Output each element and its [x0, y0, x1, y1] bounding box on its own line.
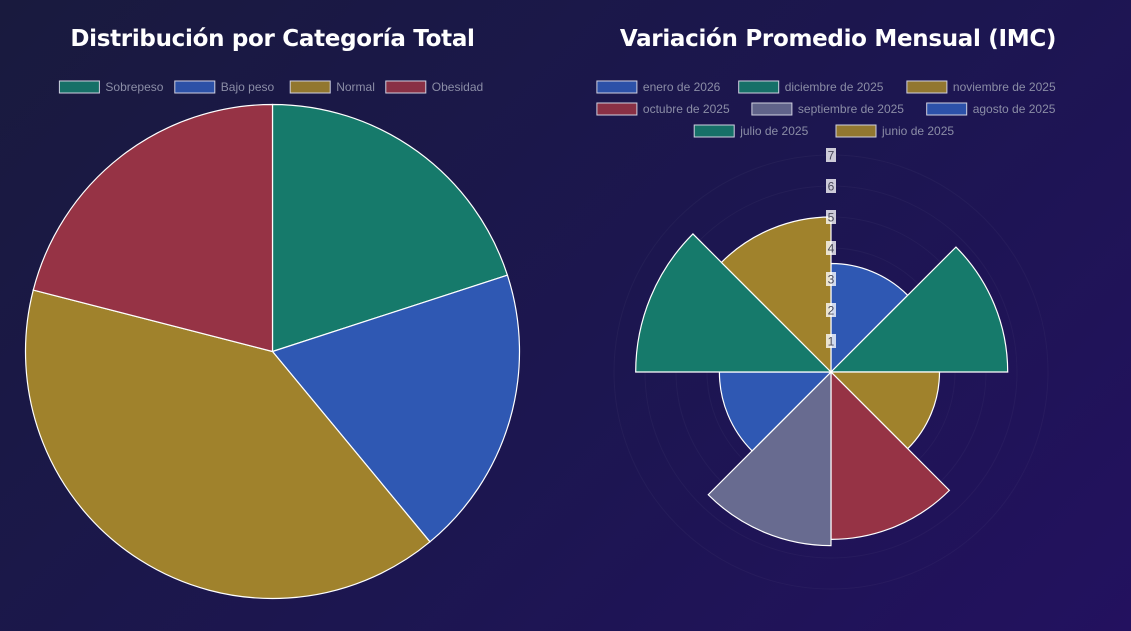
legend-label: agosto de 2025	[973, 102, 1056, 116]
legend-swatch	[58, 80, 100, 94]
legend-label: enero de 2026	[643, 80, 721, 94]
polar-sector-junio-de-2025	[720, 216, 832, 374]
legend-item-pie-bajo-peso: Bajo peso	[174, 80, 275, 94]
tick-label-3: 3	[828, 273, 835, 287]
legend-label: Sobrepeso	[105, 80, 163, 94]
legend-label: octubre de 2025	[643, 102, 730, 116]
legend-item-pie-sobrepeso: Sobrepeso	[58, 80, 164, 94]
legend-swatch	[385, 80, 427, 94]
pie-slice-obesidad	[32, 103, 274, 353]
tick-label-bg-3	[826, 272, 836, 286]
legend-item-polar-diciembre-de-2025: diciembre de 2025	[738, 80, 884, 94]
legend-label: junio de 2025	[881, 124, 954, 138]
polar-sector-agosto-de-2025	[718, 371, 833, 452]
polar-chart-title: Variación Promedio Mensual (IMC)	[619, 26, 1057, 52]
tick-label-5: 5	[828, 211, 835, 225]
legend-swatch	[289, 80, 331, 94]
legend-swatch	[596, 102, 638, 116]
pie-slice-sobrepeso	[271, 103, 509, 353]
monthly-variation-panel: Variación Promedio Mensual (IMC) enero d…	[545, 0, 1131, 631]
legend-label: diciembre de 2025	[785, 80, 884, 94]
legend-label: noviembre de 2025	[953, 80, 1056, 94]
tick-label-bg-7	[826, 148, 836, 162]
pie-slice-normal	[24, 289, 431, 600]
pie-chart: Sobrepeso Bajo peso Normal Obesidad	[24, 80, 521, 600]
tick-label-6: 6	[828, 180, 835, 194]
legend-label: julio de 2025	[739, 124, 808, 138]
legend-label: septiembre de 2025	[798, 102, 904, 116]
legend-swatch	[906, 80, 948, 94]
legend-label: Bajo peso	[221, 80, 275, 94]
legend-item-polar-noviembre-de-2025: noviembre de 2025	[906, 80, 1056, 94]
pie-slice-bajo-peso	[271, 274, 521, 543]
legend-item-pie-normal: Normal	[289, 80, 375, 94]
legend-item-polar-septiembre-de-2025: septiembre de 2025	[751, 102, 904, 116]
tick-label-bg-4	[826, 241, 836, 255]
legend-swatch	[751, 102, 793, 116]
legend-swatch	[835, 124, 877, 138]
tick-label-bg-1	[826, 334, 836, 348]
legend-swatch	[174, 80, 216, 94]
legend-item-polar-julio-de-2025: julio de 2025	[693, 124, 809, 138]
legend-item-polar-octubre-de-2025: octubre de 2025	[596, 102, 730, 116]
polar-sector-julio-de-2025	[635, 233, 833, 373]
tick-label-bg-6	[826, 179, 836, 193]
polar-sector-octubre-de-2025	[830, 370, 951, 541]
legend-label: Normal	[336, 80, 375, 94]
legend-swatch	[596, 80, 638, 94]
polar-area-chart: enero de 2026 diciembre de 2025 noviembre …	[596, 80, 1056, 547]
tick-label-2: 2	[828, 304, 835, 318]
legend-item-pie-obesidad: Obesidad	[385, 80, 483, 94]
legend-swatch	[693, 124, 735, 138]
legend-swatch	[926, 102, 968, 116]
legend-item-polar-junio-de-2025: junio de 2025	[835, 124, 954, 138]
polar-sector-septiembre-de-2025	[707, 370, 832, 547]
legend-swatch	[738, 80, 780, 94]
legend-item-polar-agosto-de-2025: agosto de 2025	[926, 102, 1056, 116]
tick-label-4: 4	[828, 242, 835, 256]
polar-sector-diciembre-de-2025	[829, 246, 1009, 373]
tick-label-bg-5	[826, 210, 836, 224]
polar-sector-enero-de-2026	[830, 262, 909, 374]
pie-chart-title: Distribución por Categoría Total	[70, 26, 475, 52]
polar-sector-noviembre-de-2025	[829, 371, 941, 450]
tick-label-1: 1	[828, 335, 835, 349]
category-distribution-panel: Distribución por Categoría Total Sobrepe…	[0, 0, 545, 631]
legend-label: Obesidad	[432, 80, 483, 94]
legend-item-polar-enero-de-2026: enero de 2026	[596, 80, 721, 94]
tick-label-bg-2	[826, 303, 836, 317]
tick-label-7: 7	[828, 149, 835, 163]
